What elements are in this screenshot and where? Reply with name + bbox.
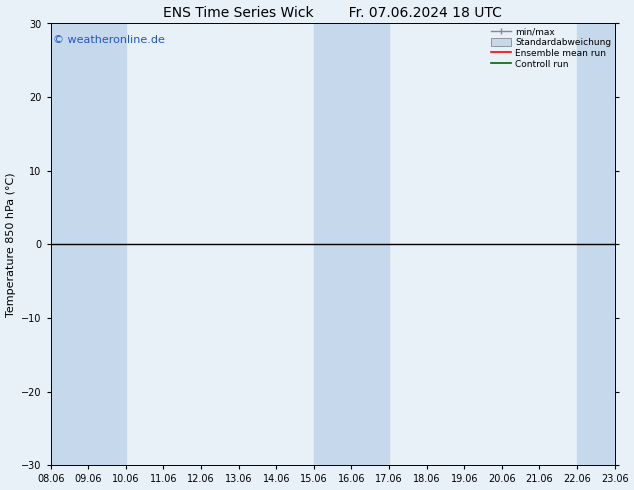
Legend: min/max, Standardabweichung, Ensemble mean run, Controll run: min/max, Standardabweichung, Ensemble me… xyxy=(489,25,613,71)
Bar xyxy=(88,24,126,465)
Bar xyxy=(51,24,88,465)
Bar xyxy=(314,24,351,465)
Bar xyxy=(351,24,389,465)
Title: ENS Time Series Wick        Fr. 07.06.2024 18 UTC: ENS Time Series Wick Fr. 07.06.2024 18 U… xyxy=(163,5,502,20)
Y-axis label: Temperature 850 hPa (°C): Temperature 850 hPa (°C) xyxy=(6,172,16,317)
Text: © weatheronline.de: © weatheronline.de xyxy=(53,35,165,45)
Bar xyxy=(577,24,614,465)
